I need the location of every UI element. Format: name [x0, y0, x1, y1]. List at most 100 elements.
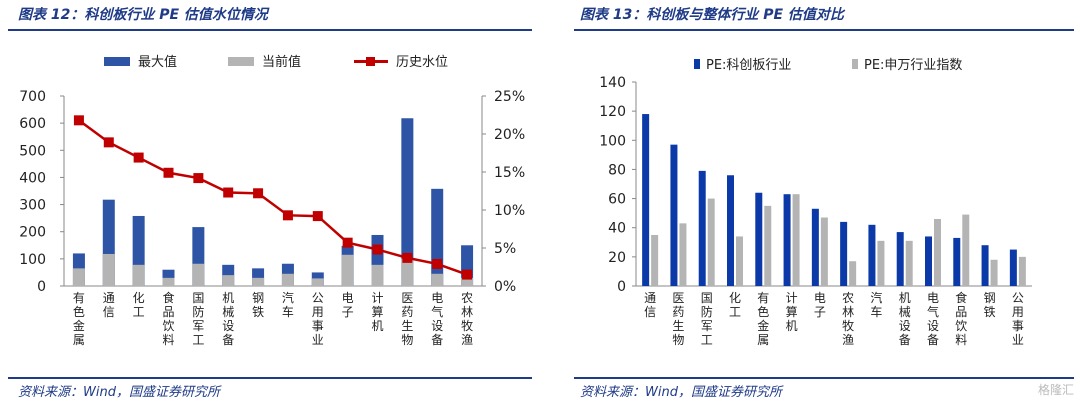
bar-star-market	[925, 236, 932, 286]
bar-star-market	[1009, 249, 1017, 286]
y-right-tick-label: 25%	[494, 89, 525, 105]
bar-max	[252, 268, 265, 286]
bar-current	[461, 277, 474, 286]
x-tick-label: 医药生物	[401, 291, 413, 347]
bar-current	[102, 253, 115, 286]
title-rule	[574, 29, 1074, 31]
bar-star-market	[670, 144, 678, 286]
bar-current	[371, 264, 384, 286]
y-left-tick-label: 700	[19, 89, 46, 105]
y-left-tick-label: 500	[19, 143, 46, 159]
bar-current	[311, 278, 324, 286]
bar-current	[341, 254, 354, 286]
legend-swatch-1	[228, 57, 254, 66]
bar-star-market	[840, 221, 848, 286]
line-point	[73, 115, 84, 126]
bar-max	[401, 118, 414, 286]
bar-sw-index	[877, 240, 885, 286]
bar-sw-index	[990, 259, 998, 286]
chart-title: 图表 12：科创板行业 PE 估值水位情况	[18, 7, 268, 23]
line-point	[432, 258, 443, 269]
chart-pe-water-level: 最大值 当前值 历史水位 0 100 200 300 400 500 600 700 0% 5% 10% 1…	[19, 54, 525, 347]
x-tick-label: 农林牧渔	[842, 291, 854, 347]
x-tick-label: 电气设备	[431, 291, 443, 347]
legend-label-1: 当前值	[262, 54, 301, 70]
x-tick-label: 电子	[342, 291, 354, 319]
x-tick-label: 食品饮料	[162, 290, 174, 347]
bar-star-market	[953, 237, 961, 286]
line-point	[402, 252, 413, 263]
bar-sw-index	[962, 214, 970, 286]
x-tick-label: 电子	[814, 291, 826, 319]
chart-title: 图表 13：科创板与整体行业 PE 估值对比	[580, 7, 844, 23]
bar-max	[431, 188, 444, 286]
bar-star-market	[755, 192, 763, 286]
bar-sw-index	[736, 236, 743, 286]
y-left-tick-label: 0	[37, 279, 46, 295]
legend-label-1: PE:申万行业指数	[864, 58, 962, 73]
x-tick-label: 化工	[133, 291, 145, 319]
bar-star-market	[698, 170, 706, 286]
x-tick-label: 机械设备	[222, 291, 234, 347]
y-left-tick-label: 400	[19, 170, 46, 186]
line-point	[223, 187, 234, 198]
x-tick-label: 化工	[729, 291, 741, 319]
y-tick-label: 0	[617, 279, 626, 295]
y-tick-label: 100	[599, 133, 626, 149]
line-point	[312, 211, 323, 222]
legend-marker-2	[366, 57, 375, 66]
bar-sw-index	[764, 205, 772, 286]
x-tick-label: 食品饮料	[955, 290, 967, 347]
bar-sw-index	[792, 194, 800, 286]
y-tick-label: 80	[608, 162, 626, 178]
x-tick-label: 钢铁	[252, 291, 264, 319]
source-note: 资料来源：Wind，国盛证券研究所	[580, 385, 782, 400]
bar-sw-index	[679, 223, 687, 286]
x-tick-label: 汽车	[282, 290, 294, 319]
x-tick-label: 通信	[103, 291, 115, 319]
x-tick-label: 电气设备	[927, 291, 939, 347]
source-rule	[8, 377, 532, 379]
x-tick-label: 医药生物	[672, 291, 684, 347]
x-tick-label: 有色金属	[73, 291, 85, 347]
legend-label-0: 最大值	[138, 54, 177, 70]
y-right-tick-label: 20%	[494, 127, 525, 143]
y-tick-label: 40	[608, 221, 626, 237]
chart-panel-pe-water-level: 图表 12：科创板行业 PE 估值水位情况 最大值 当前值 历史水位 0 100 200 3…	[8, 7, 532, 400]
x-tick-label: 计算机	[371, 291, 383, 333]
y-right-tick-label: 5%	[494, 241, 516, 257]
x-tick-label: 通信	[644, 291, 656, 319]
legend-swatch-0	[104, 57, 130, 66]
y-left-tick-label: 300	[19, 198, 46, 214]
y-left-tick-label: 600	[19, 116, 46, 132]
watermark: 格隆汇	[1037, 383, 1074, 397]
bar-current	[162, 277, 175, 286]
bar-star-market	[783, 194, 791, 286]
y-left-tick-label: 100	[19, 252, 46, 268]
line-point	[193, 173, 204, 184]
line-point	[372, 244, 383, 255]
source-rule	[574, 377, 1074, 379]
x-tick-label: 国防军工	[192, 291, 204, 347]
bar-star-market	[727, 175, 734, 286]
x-tick-label: 有色金属	[757, 291, 769, 347]
bar-current	[192, 263, 205, 286]
bar-star-market	[642, 114, 650, 286]
source-note: 资料来源：Wind，国盛证券研究所	[18, 385, 220, 400]
legend-swatch-1	[852, 59, 858, 69]
line-point	[342, 237, 353, 248]
bar-current	[132, 264, 145, 286]
legend-label-0: PE:科创板行业	[706, 58, 791, 73]
chart-panel-pe-comparison: 图表 13：科创板与整体行业 PE 估值对比 PE:科创板行业 PE:申万行业指数…	[548, 0, 1080, 402]
x-tick-label: 国防军工	[701, 291, 713, 347]
bar-sw-index	[651, 235, 659, 286]
line-point	[103, 137, 114, 148]
x-tick-label: 钢铁	[984, 291, 996, 319]
y-right-tick-label: 0%	[494, 279, 516, 295]
bar-current	[401, 258, 414, 286]
bar-sw-index	[820, 217, 828, 286]
chart-pe-comparison: PE:科创板行业 PE:申万行业指数 0 20 40 60 80 100 120 140 通信 医药生…	[599, 58, 1032, 347]
x-tick-label: 公用事业	[1012, 291, 1024, 347]
line-point	[282, 210, 293, 221]
bar-current	[431, 273, 444, 286]
